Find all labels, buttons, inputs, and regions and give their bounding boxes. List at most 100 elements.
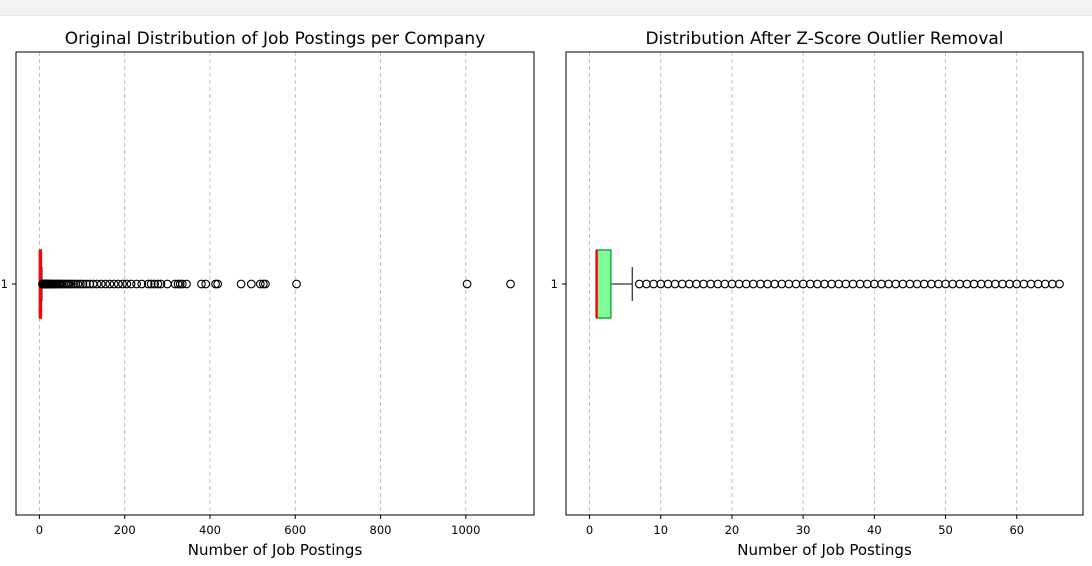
left-chart-outlier-point xyxy=(236,279,246,289)
right-chart: 0 10 20 30 40 50 60 1 Distribution After Z-Score… xyxy=(551,29,1084,559)
left-chart-outlier-point xyxy=(211,279,220,289)
left-chart-outlier-point xyxy=(177,279,187,289)
right-chart-outlier-point xyxy=(898,279,908,289)
right-chart-outlier-point xyxy=(862,279,872,289)
left-chart-outlier-point xyxy=(67,279,76,289)
right-chart-outlier-point xyxy=(1005,279,1015,289)
right-chart-outlier-point xyxy=(976,279,986,289)
right-chart-outlier-point xyxy=(1026,279,1036,289)
left-chart-outlier-point xyxy=(137,279,147,289)
left-chart-outlier-point xyxy=(69,279,78,289)
right-chart-xtick-label: 60 xyxy=(1009,523,1024,537)
left-chart-outlier-point xyxy=(146,279,156,289)
left-chart-outlier-point xyxy=(153,279,163,289)
left-chart-outlier-point xyxy=(113,279,123,289)
right-chart-outlier-point xyxy=(677,279,687,289)
right-chart-outlier-point xyxy=(955,279,965,289)
left-chart-outlier-point xyxy=(118,279,127,289)
right-chart-outlier-point xyxy=(855,279,865,289)
right-chart-outlier-point xyxy=(1019,279,1029,289)
right-chart-xtick-label: 0 xyxy=(586,523,593,537)
left-chart-outlier-point xyxy=(261,279,270,289)
window-top-strip xyxy=(0,0,1092,16)
left-chart-outlier-point xyxy=(258,279,268,289)
left-chart-outlier-point xyxy=(197,279,206,289)
left-chart-ytick-label: 1 xyxy=(1,277,8,291)
left-chart-outlier-point xyxy=(173,279,183,289)
right-chart-outlier-point xyxy=(684,279,694,289)
right-chart-outlier-point xyxy=(649,279,658,289)
right-chart-outlier-point xyxy=(706,279,715,289)
left-chart-outlier-point xyxy=(156,279,166,289)
right-chart-outlier-point xyxy=(777,279,787,289)
right-chart-xtick-label: 10 xyxy=(653,523,668,537)
right-chart-outlier-point xyxy=(820,279,829,289)
right-chart-outlier-point xyxy=(763,279,772,289)
left-chart-xtick-label: 200 xyxy=(114,523,136,537)
right-chart-outlier-point xyxy=(948,279,958,289)
left-chart-outlier-point xyxy=(201,279,211,289)
right-chart-outlier-point xyxy=(784,279,794,289)
left-chart-title: Original Distribution of Job Postings pe… xyxy=(65,29,486,49)
left-chart-outlier-point xyxy=(506,279,515,289)
right-chart-outlier-point xyxy=(983,279,993,289)
left-chart-outlier-point xyxy=(73,279,83,289)
right-chart-outlier-point xyxy=(1055,279,1064,289)
left-chart-xlabel: Number of Job Postings xyxy=(188,541,363,559)
left-chart-outlier-point xyxy=(81,279,91,289)
right-chart-xtick-label: 50 xyxy=(938,523,953,537)
right-chart-outlier-point xyxy=(634,279,644,289)
right-chart-xtick-label: 40 xyxy=(867,523,882,537)
left-chart-outlier-point xyxy=(246,279,256,289)
left-chart-outlier-point xyxy=(213,279,223,289)
right-chart-outlier-point xyxy=(962,279,972,289)
right-chart-outlier-point xyxy=(748,279,758,289)
right-chart-outlier-point xyxy=(813,279,822,289)
right-chart-outlier-point xyxy=(827,279,836,289)
right-chart-outlier-point xyxy=(848,279,858,289)
right-chart-outlier-point xyxy=(670,279,680,289)
right-chart-outlier-point xyxy=(756,279,765,289)
right-chart-outlier-point xyxy=(741,279,751,289)
left-chart-outlier-point xyxy=(255,279,265,289)
right-chart-ytick-label: 1 xyxy=(551,277,558,291)
left-chart-outlier-point xyxy=(122,279,132,289)
left-chart-outlier-point xyxy=(126,279,136,289)
right-chart-outlier-point xyxy=(1033,279,1043,289)
left-chart-outlier-point xyxy=(175,279,185,289)
left-chart-outlier-point xyxy=(76,279,85,289)
right-chart-outlier-point xyxy=(663,279,673,289)
right-chart-outlier-point xyxy=(891,279,901,289)
left-chart-outlier-point xyxy=(105,279,115,289)
right-chart-outlier-point xyxy=(805,279,815,289)
left-chart-outlier-point xyxy=(132,279,142,289)
right-chart-outlier-point xyxy=(991,279,1000,289)
left-chart-outlier-point xyxy=(109,279,119,289)
right-chart-xtick-label: 30 xyxy=(796,523,811,537)
right-chart-outlier-point xyxy=(720,279,730,289)
right-chart-outlier-point xyxy=(919,279,929,289)
left-chart-outlier-point xyxy=(150,279,159,289)
right-chart-outlier-point xyxy=(713,279,723,289)
left-chart-outlier-point xyxy=(96,279,106,289)
left-chart-xtick-label: 400 xyxy=(199,523,221,537)
right-chart-outlier-point xyxy=(734,279,744,289)
left-chart-outlier-point xyxy=(143,279,153,289)
left-chart: 0 200 400 600 800 1000 1 Original Distribution … xyxy=(1,29,535,559)
right-chart-outlier-point xyxy=(905,279,915,289)
right-chart-outlier-point xyxy=(691,279,701,289)
left-chart-outlier-point xyxy=(462,279,472,289)
right-chart-outlier-point xyxy=(998,279,1007,289)
right-chart-outlier-point xyxy=(884,279,893,289)
right-chart-outlier-point xyxy=(699,279,708,289)
left-chart-xtick-label: 600 xyxy=(284,523,306,537)
left-chart-outlier-point xyxy=(78,279,88,289)
right-chart-box xyxy=(595,249,612,319)
right-chart-xtick-label: 20 xyxy=(725,523,740,537)
left-chart-xtick-label: 0 xyxy=(36,523,43,537)
right-chart-outlier-point xyxy=(1048,279,1057,289)
right-chart-outlier-point xyxy=(841,279,851,289)
left-chart-xtick-label: 1000 xyxy=(451,523,480,537)
left-chart-outlier-point xyxy=(64,279,74,289)
